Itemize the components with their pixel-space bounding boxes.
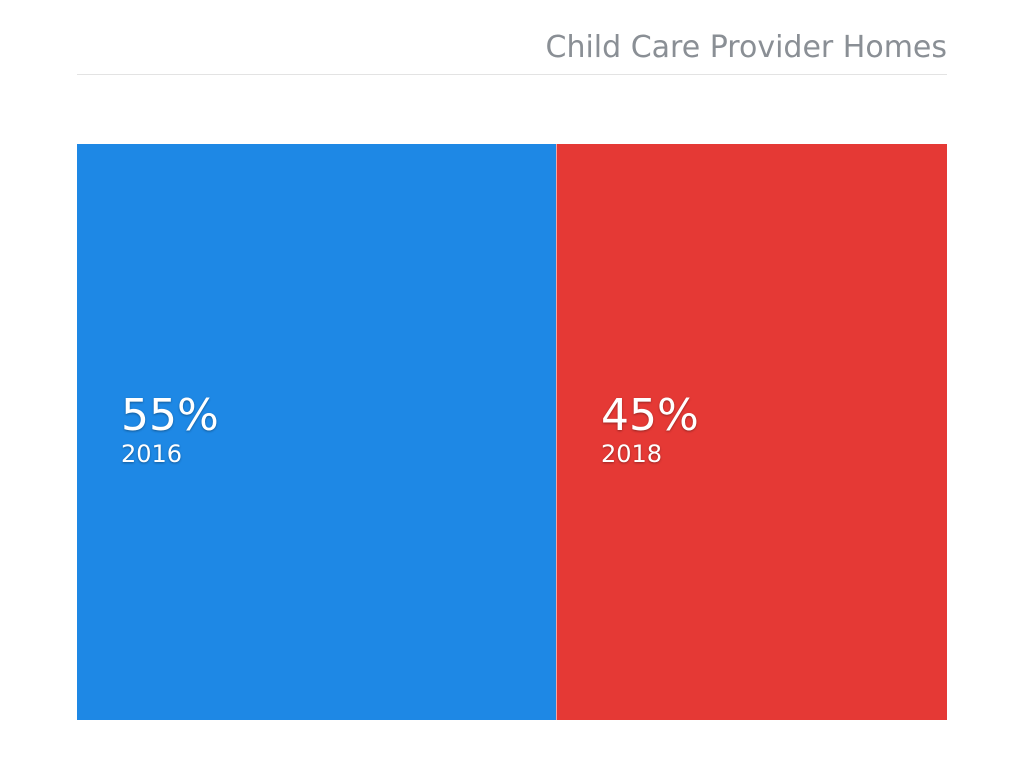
treemap-cell-label: 45% 2018 <box>601 390 699 469</box>
cell-percentage-label: 55% <box>121 390 219 441</box>
title-divider <box>77 74 947 75</box>
cell-category-label: 2018 <box>601 440 663 468</box>
treemap-plot-area: 55% 2016 45% 2018 <box>77 144 947 720</box>
cell-percentage-label: 45% <box>601 390 699 441</box>
treemap-cell-2018[interactable]: 45% 2018 <box>556 144 947 720</box>
chart-title: Child Care Provider Homes <box>545 30 947 65</box>
treemap-cell-label: 55% 2016 <box>121 390 219 469</box>
treemap-cell-2016[interactable]: 55% 2016 <box>77 144 556 720</box>
cell-category-label: 2016 <box>121 440 183 468</box>
